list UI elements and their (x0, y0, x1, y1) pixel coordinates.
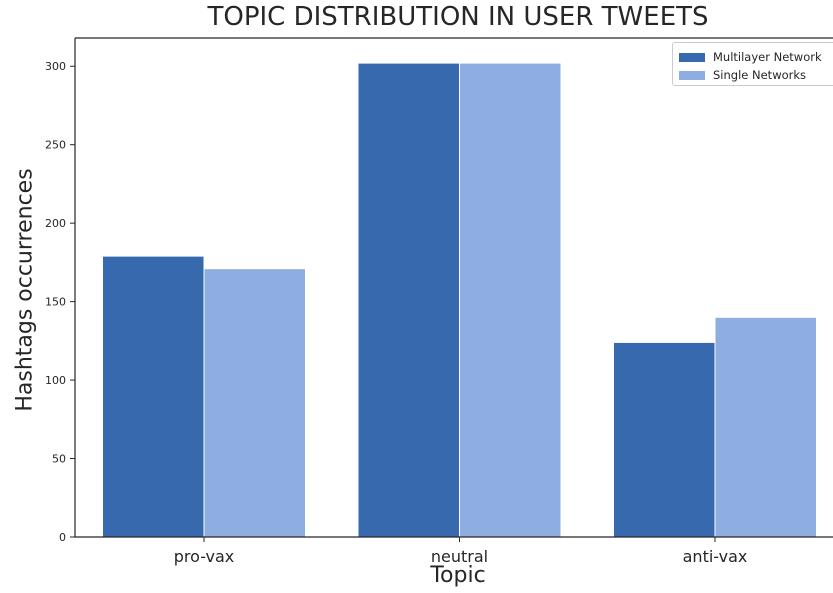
y-tick-label: 250 (45, 139, 66, 152)
legend-swatch-multilayer (679, 52, 705, 62)
y-axis-label: Hashtags occurrences (12, 168, 38, 412)
x-tick-label-neutral: neutral (431, 547, 488, 566)
y-tick-label: 50 (52, 453, 66, 466)
y-tick-label: 150 (45, 296, 66, 309)
bar-pro-vax-single (203, 268, 306, 538)
bar-neutral-multilayer (357, 62, 460, 538)
legend-swatch-single (679, 70, 705, 80)
legend-label-single: Single Networks (713, 68, 807, 82)
bar-anti-vax-single (714, 316, 817, 538)
bar-neutral-single (459, 62, 562, 538)
x-axis-label: Topic (430, 563, 486, 588)
x-tick-label-anti-vax: anti-vax (683, 547, 748, 566)
y-tick-label: 100 (45, 374, 66, 387)
legend-label-multilayer: Multilayer Network (713, 50, 822, 64)
legend-item-single: Single Networks (679, 66, 833, 84)
x-axis-ticks: pro-vax neutral anti-vax (174, 537, 748, 566)
y-tick-label: 0 (59, 531, 66, 544)
y-tick-label: 200 (45, 217, 66, 230)
bars-group (102, 62, 817, 538)
chart-legend: Multilayer Network Single Networks (672, 42, 833, 86)
bar-pro-vax-multilayer (102, 255, 205, 538)
y-axis-ticks: 0 50 100 150 200 250 300 (45, 60, 75, 544)
bar-anti-vax-multilayer (613, 341, 716, 538)
legend-item-multilayer: Multilayer Network (679, 48, 833, 66)
chart-title: TOPIC DISTRIBUTION IN USER TWEETS (207, 2, 709, 32)
y-tick-label: 300 (45, 60, 66, 73)
x-tick-label-pro-vax: pro-vax (174, 547, 235, 566)
